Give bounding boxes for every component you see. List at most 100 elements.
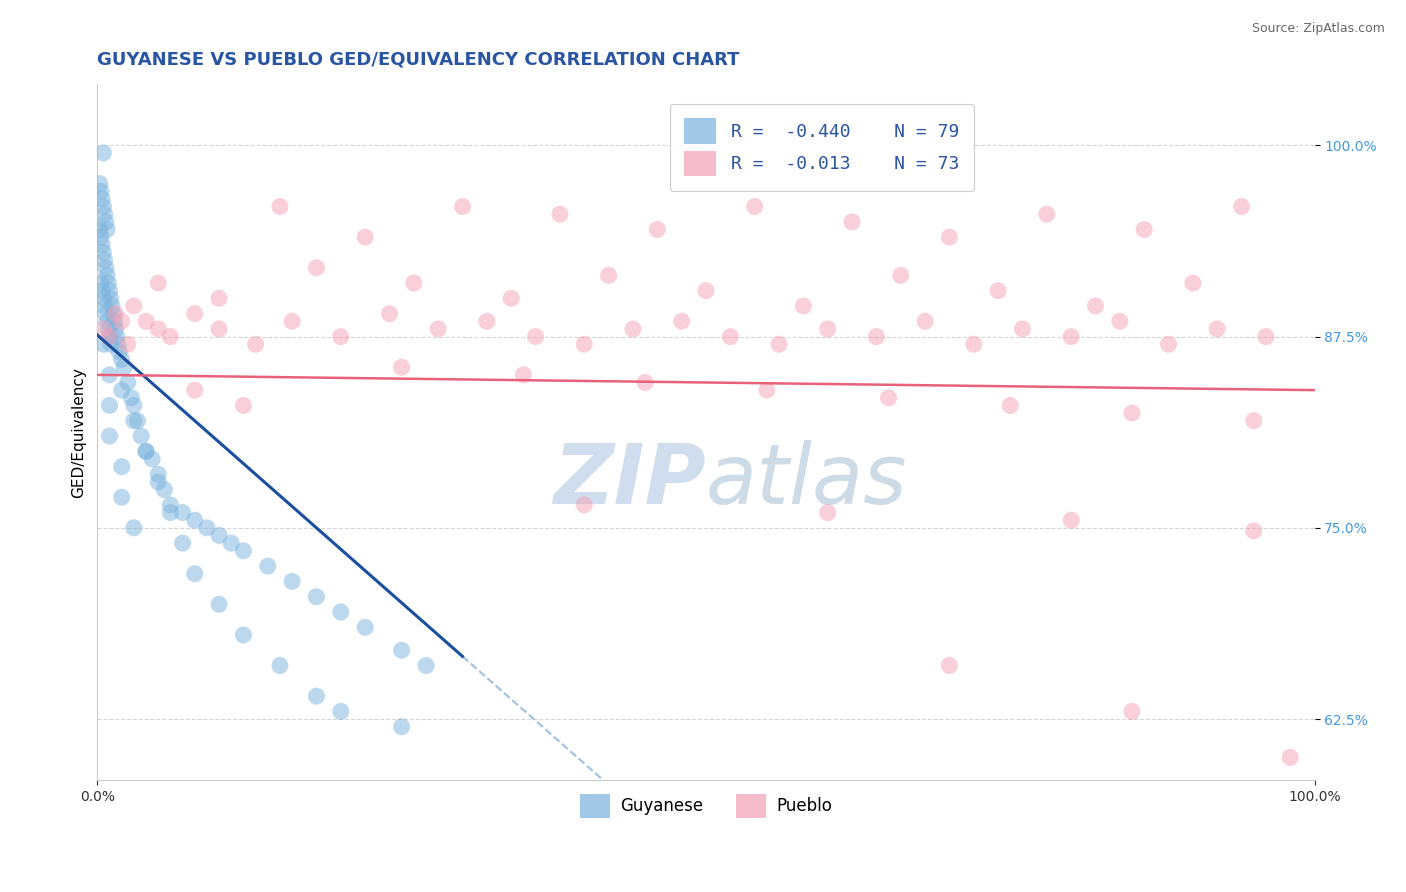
Point xyxy=(94,215,117,229)
Point xyxy=(93,245,115,260)
Point xyxy=(96,268,118,283)
Point xyxy=(153,483,176,497)
Point xyxy=(93,200,115,214)
Point xyxy=(120,391,142,405)
Point xyxy=(232,628,254,642)
Point xyxy=(524,329,547,343)
Point xyxy=(94,307,117,321)
Point xyxy=(117,376,139,390)
Point xyxy=(621,322,644,336)
Text: atlas: atlas xyxy=(706,441,908,522)
Y-axis label: GED/Equivalency: GED/Equivalency xyxy=(72,367,86,498)
Point xyxy=(129,429,152,443)
Point xyxy=(183,513,205,527)
Point xyxy=(890,268,912,283)
Point xyxy=(111,490,134,504)
Point xyxy=(117,337,139,351)
Point xyxy=(1243,524,1265,538)
Point xyxy=(135,444,157,458)
Point xyxy=(598,268,620,283)
Point xyxy=(256,559,278,574)
Point xyxy=(122,299,145,313)
Point xyxy=(305,260,328,275)
Point xyxy=(1157,337,1180,351)
Point xyxy=(148,322,170,336)
Point xyxy=(100,337,122,351)
Point xyxy=(841,215,863,229)
Point xyxy=(159,506,181,520)
Point xyxy=(98,399,121,413)
Point xyxy=(135,314,157,328)
Point xyxy=(105,329,128,343)
Point xyxy=(159,498,181,512)
Point xyxy=(634,376,657,390)
Point xyxy=(914,314,936,328)
Point xyxy=(127,414,149,428)
Point xyxy=(111,314,134,328)
Point xyxy=(1084,299,1107,313)
Point xyxy=(135,444,157,458)
Point xyxy=(107,337,129,351)
Point xyxy=(574,498,596,512)
Point xyxy=(90,230,112,244)
Point xyxy=(1036,207,1059,221)
Point xyxy=(183,566,205,581)
Point xyxy=(122,414,145,428)
Point xyxy=(101,307,124,321)
Point xyxy=(671,314,693,328)
Point xyxy=(1060,513,1083,527)
Point xyxy=(98,329,121,343)
Point xyxy=(1133,222,1156,236)
Point xyxy=(91,284,114,298)
Point xyxy=(159,329,181,343)
Point xyxy=(103,314,125,328)
Point xyxy=(98,329,121,343)
Point xyxy=(329,605,352,619)
Point xyxy=(427,322,450,336)
Point xyxy=(90,276,112,290)
Point xyxy=(96,222,118,236)
Point xyxy=(93,322,115,336)
Point xyxy=(938,230,960,244)
Point xyxy=(391,720,413,734)
Point xyxy=(93,337,115,351)
Point xyxy=(195,521,218,535)
Point xyxy=(548,207,571,221)
Point xyxy=(89,177,111,191)
Point xyxy=(695,284,717,298)
Point xyxy=(1206,322,1229,336)
Point xyxy=(98,429,121,443)
Point xyxy=(111,459,134,474)
Point xyxy=(104,307,127,321)
Point xyxy=(354,230,377,244)
Point xyxy=(108,344,131,359)
Point xyxy=(93,299,115,313)
Legend: Guyanese, Pueblo: Guyanese, Pueblo xyxy=(574,788,839,824)
Point xyxy=(100,291,122,305)
Point xyxy=(512,368,534,382)
Point xyxy=(111,383,134,397)
Point xyxy=(111,352,134,367)
Point xyxy=(755,383,778,397)
Point xyxy=(1060,329,1083,343)
Text: GUYANESE VS PUEBLO GED/EQUIVALENCY CORRELATION CHART: GUYANESE VS PUEBLO GED/EQUIVALENCY CORRE… xyxy=(97,51,740,69)
Point xyxy=(269,658,291,673)
Point xyxy=(1230,200,1253,214)
Point xyxy=(402,276,425,290)
Point xyxy=(269,200,291,214)
Point xyxy=(104,322,127,336)
Point xyxy=(378,307,401,321)
Point xyxy=(391,643,413,657)
Point xyxy=(91,192,114,206)
Point xyxy=(172,536,194,550)
Point xyxy=(97,322,120,336)
Point xyxy=(281,574,304,589)
Point xyxy=(93,253,115,268)
Point xyxy=(148,276,170,290)
Point xyxy=(768,337,790,351)
Point xyxy=(877,391,900,405)
Point xyxy=(817,322,839,336)
Point xyxy=(415,658,437,673)
Point xyxy=(98,368,121,382)
Point xyxy=(101,299,124,313)
